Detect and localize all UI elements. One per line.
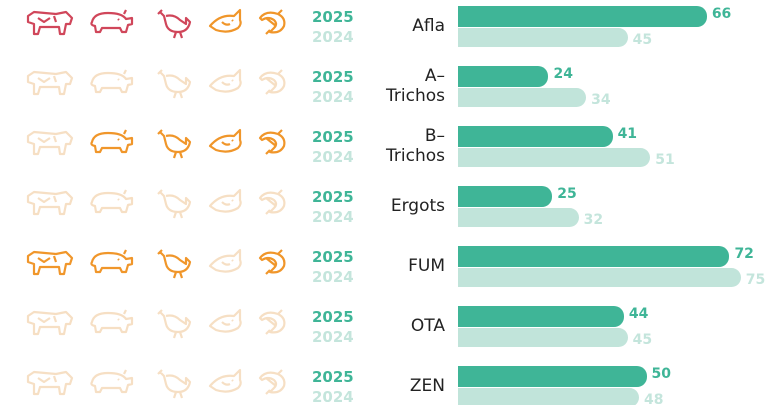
series-label: 2024 <box>312 208 354 226</box>
category-label: Afla <box>412 16 445 36</box>
value-label: 44 <box>628 306 649 322</box>
value-label: 75 <box>745 272 766 288</box>
animal-icon <box>156 308 192 340</box>
category-label: Ergots <box>390 196 445 216</box>
bar <box>458 186 553 207</box>
animal-icon <box>258 188 286 216</box>
series-label: 2024 <box>312 328 354 346</box>
value-label: 45 <box>632 32 653 48</box>
animal-icon <box>26 310 74 336</box>
value-label: 51 <box>655 152 675 168</box>
animal-icon <box>208 188 242 213</box>
series-label: 2025 <box>312 188 354 206</box>
animal-icon <box>26 370 74 396</box>
series-label: 2025 <box>312 68 354 86</box>
bar <box>458 388 639 405</box>
value-label: 72 <box>734 246 754 262</box>
animal-icon <box>258 8 286 36</box>
series-label: 2024 <box>312 388 354 405</box>
category-label: ZEN <box>409 376 445 396</box>
animal-icon <box>156 8 192 40</box>
animal-icon <box>208 128 242 153</box>
bar <box>458 208 579 227</box>
animal-icon <box>208 68 242 93</box>
bar <box>458 306 624 327</box>
animal-icon <box>258 128 286 156</box>
bar <box>458 246 730 267</box>
animal-icon <box>90 308 134 334</box>
bar <box>458 366 647 387</box>
series-label: 2025 <box>312 368 354 386</box>
value-label: 25 <box>557 186 577 202</box>
value-label: 45 <box>632 332 653 348</box>
bar <box>458 148 651 167</box>
animal-icon <box>90 8 134 34</box>
animal-icon <box>90 188 134 214</box>
bar <box>458 88 587 107</box>
bar <box>458 6 707 27</box>
animal-icon <box>26 190 74 216</box>
series-label: 2024 <box>312 268 354 286</box>
bar <box>458 126 613 147</box>
animal-icon <box>208 8 242 33</box>
animal-icon <box>26 10 74 36</box>
bar <box>458 328 628 347</box>
animal-icon <box>156 188 192 220</box>
series-label: 2025 <box>312 248 354 266</box>
animal-icon <box>26 250 74 276</box>
category-label: OTA <box>410 316 445 336</box>
animal-icon <box>156 368 192 400</box>
series-label: 2025 <box>312 128 354 146</box>
animal-icon <box>156 68 192 100</box>
category-label: B–Trichos <box>386 126 445 166</box>
animal-icon <box>90 128 134 154</box>
value-label: 32 <box>583 212 604 228</box>
series-label: 2024 <box>312 148 354 166</box>
animal-icon <box>208 308 242 333</box>
animal-icon <box>258 68 286 96</box>
value-label: 41 <box>617 126 638 142</box>
animal-icon <box>26 130 74 156</box>
animal-icon <box>258 248 286 276</box>
animal-icon <box>258 308 286 336</box>
series-label: 2025 <box>312 8 354 26</box>
series-label: 2024 <box>312 88 354 106</box>
value-label: 24 <box>553 66 573 82</box>
series-label: 2025 <box>312 308 354 326</box>
category-label: FUM <box>408 256 445 276</box>
value-label: 48 <box>643 392 664 405</box>
animal-icon <box>208 368 242 393</box>
value-label: 66 <box>711 6 732 22</box>
animal-icon <box>208 248 242 273</box>
bar <box>458 28 628 47</box>
value-label: 34 <box>591 92 611 108</box>
animal-icon <box>156 248 192 280</box>
bar <box>458 66 549 87</box>
animal-icon <box>156 128 192 160</box>
series-label: 2024 <box>312 28 354 46</box>
icon-grid <box>26 8 286 400</box>
animal-icon <box>26 70 74 96</box>
animal-icon <box>90 368 134 394</box>
category-label: A–Trichos <box>386 66 445 106</box>
value-label: 50 <box>651 366 671 382</box>
animal-icon <box>90 248 134 274</box>
animal-icon <box>258 368 286 396</box>
bar <box>458 268 741 287</box>
animal-icon <box>90 68 134 94</box>
